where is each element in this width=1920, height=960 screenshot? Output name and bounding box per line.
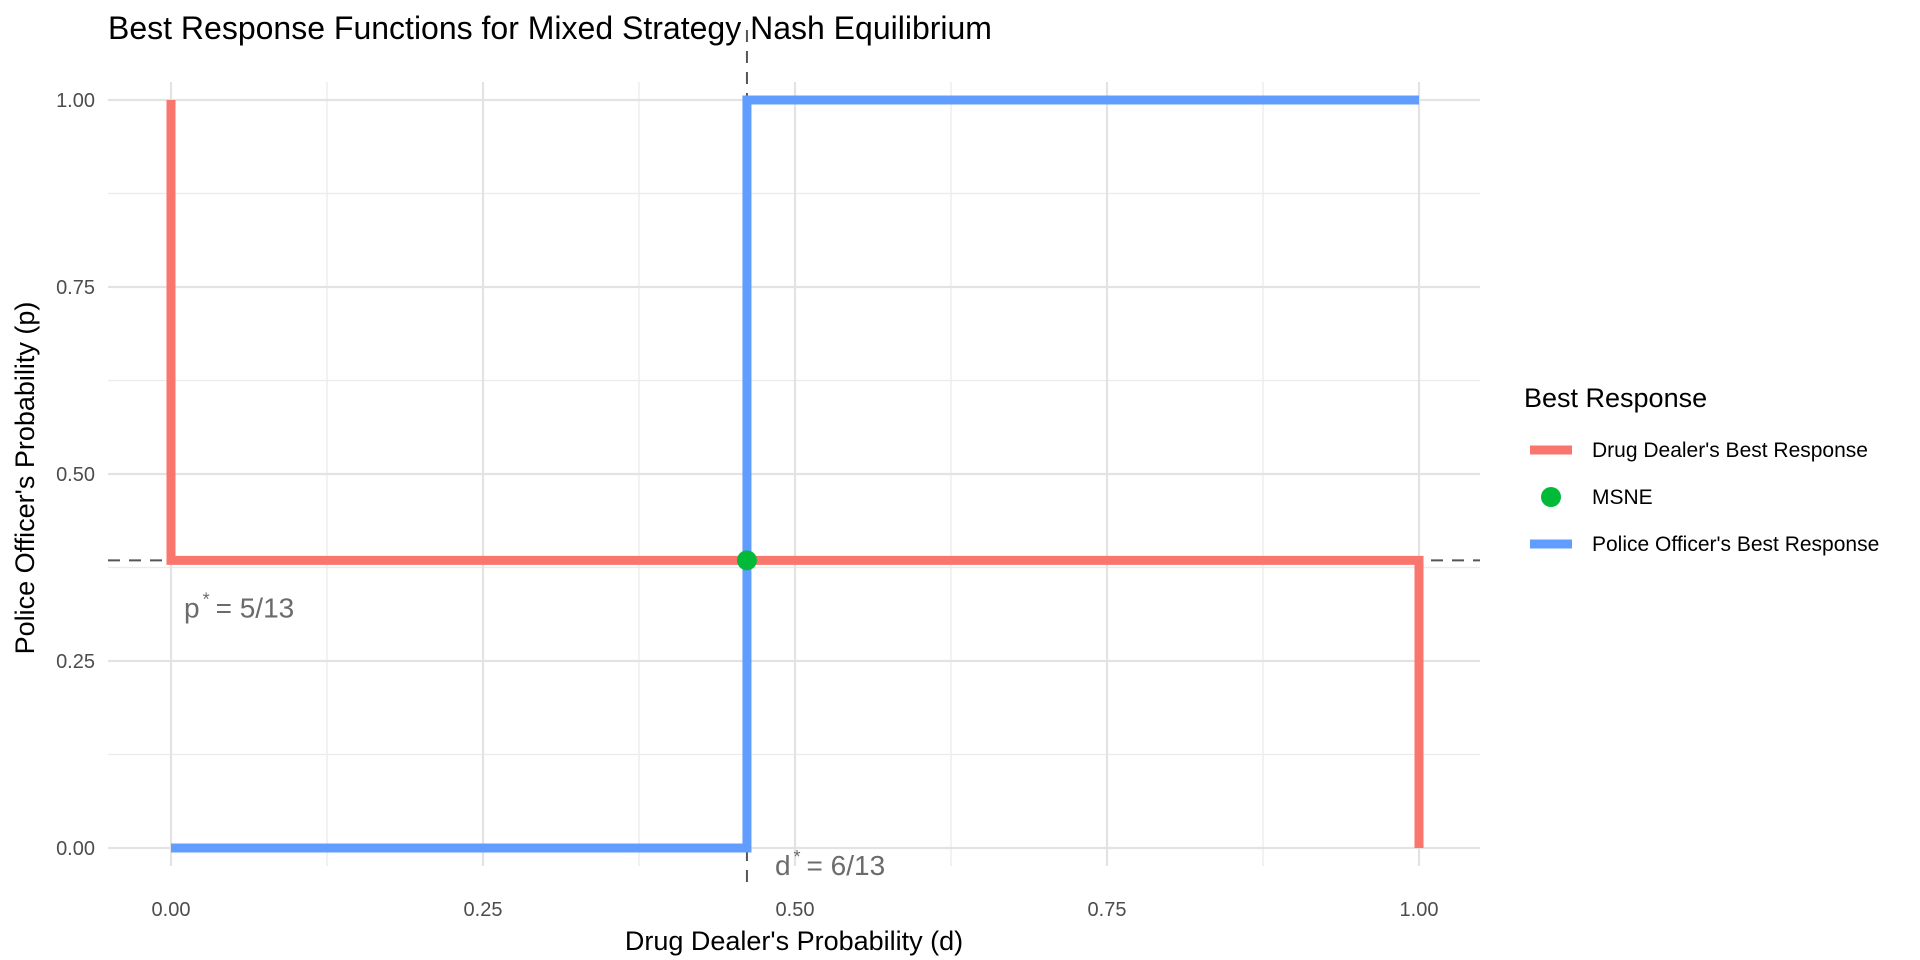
x-axis-title: Drug Dealer's Probability (d)	[625, 926, 963, 956]
legend-entry: Police Officer's Best Response	[1530, 533, 1879, 556]
legend-label: Police Officer's Best Response	[1592, 533, 1879, 556]
chart-title: Best Response Functions for Mixed Strate…	[108, 10, 992, 46]
x-tick-label: 1.00	[1400, 899, 1439, 921]
y-tick-label: 0.75	[56, 277, 95, 299]
y-tick-label: 0.50	[56, 464, 95, 486]
x-tick-label: 0.50	[776, 899, 815, 921]
drug-dealer-best-response-line	[166, 100, 1424, 848]
legend-label: MSNE	[1592, 486, 1653, 509]
d-star-annotation: d * = 6/13	[775, 847, 885, 881]
y-tick-label: 1.00	[56, 90, 95, 112]
x-axis-ticks: 0.00 0.25 0.50 0.75 1.00	[152, 899, 1439, 921]
x-tick-label: 0.00	[152, 899, 191, 921]
y-tick-label: 0.25	[56, 651, 95, 673]
series-layer	[166, 95, 1424, 853]
annotations: p * = 5/13 d * = 6/13	[184, 589, 885, 881]
legend-entry: Drug Dealer's Best Response	[1530, 439, 1868, 462]
x-tick-label: 0.75	[1088, 899, 1127, 921]
y-tick-label: 0.00	[56, 838, 95, 860]
y-axis-title: Police Officer's Probability (p)	[10, 302, 40, 655]
legend-title: Best Response	[1524, 383, 1707, 413]
msne-point	[736, 550, 757, 571]
major-gridlines	[108, 82, 1480, 866]
msne-point-layer	[736, 550, 757, 571]
police-officer-best-response-line	[171, 95, 1419, 853]
legend-key-point	[1541, 487, 1561, 507]
p-star-annotation: p * = 5/13	[184, 589, 294, 623]
x-tick-label: 0.25	[464, 899, 503, 921]
legend-entry: MSNE	[1541, 486, 1653, 509]
legend-label: Drug Dealer's Best Response	[1592, 439, 1868, 462]
y-axis-ticks: 0.00 0.25 0.50 0.75 1.00	[56, 90, 95, 860]
legend: Best Response Drug Dealer's Best Respons…	[1524, 383, 1879, 556]
